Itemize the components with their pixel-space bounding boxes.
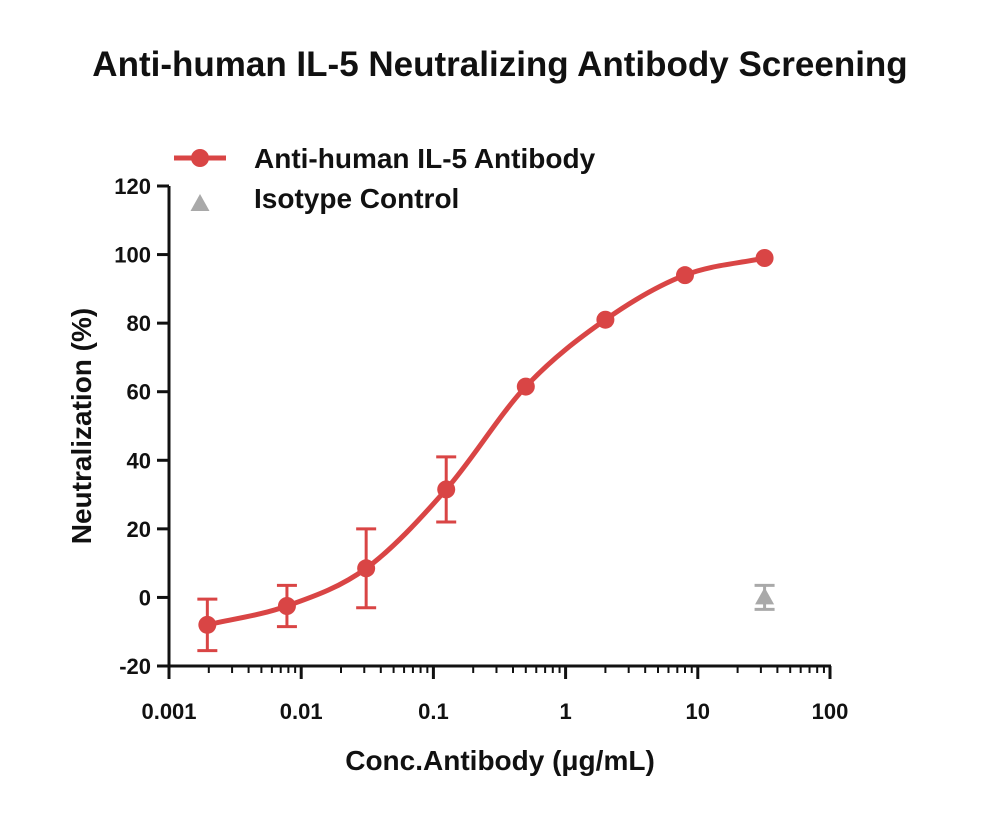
y-tick-label: 40 <box>127 448 151 473</box>
legend: Anti-human IL-5 Antibody Isotype Control <box>174 143 596 214</box>
data-point-circle <box>198 615 217 634</box>
y-tick-label: -20 <box>119 654 151 679</box>
data-point-circle <box>516 377 535 396</box>
x-tick-label: 0.01 <box>280 699 323 724</box>
data-point-triangle <box>755 587 775 605</box>
y-tick-label: 80 <box>127 311 151 336</box>
y-axis-label: Neutralization (%) <box>66 308 97 544</box>
data-point-circle <box>755 249 774 267</box>
y-axis-ticks: -20 0 20 40 60 80 100 120 <box>114 174 169 679</box>
chart-title: Anti-human IL-5 Neutralizing Antibody Sc… <box>92 45 907 84</box>
legend-symbol-circle <box>191 149 209 167</box>
x-tick-label: 1 <box>559 699 571 724</box>
x-tick-label: 100 <box>812 699 849 724</box>
x-axis-label: Conc.Antibody (μg/mL) <box>345 745 655 776</box>
x-tick-label: 10 <box>686 699 710 724</box>
plot-area: -20 0 20 40 60 80 100 120 0.001 0.01 0.1 1 10 100 <box>114 174 848 724</box>
legend-label: Anti-human IL-5 Antibody <box>254 143 596 174</box>
y-tick-label: 0 <box>139 585 151 610</box>
x-axis-ticks: 0.001 0.01 0.1 1 10 100 <box>141 666 848 724</box>
legend-symbol-triangle <box>190 194 210 211</box>
x-tick-label: 0.001 <box>141 699 196 724</box>
data-point-circle <box>357 559 376 578</box>
data-point-circle <box>675 266 694 285</box>
y-tick-label: 60 <box>127 380 151 405</box>
data-point-circle <box>277 597 296 615</box>
data-markers <box>198 249 775 634</box>
y-tick-label: 120 <box>114 174 151 199</box>
y-tick-label: 100 <box>114 243 151 268</box>
data-point-circle <box>437 480 456 499</box>
legend-label: Isotype Control <box>254 183 459 214</box>
error-bars <box>197 455 775 653</box>
data-point-circle <box>596 310 615 329</box>
series-0-fit-line <box>204 255 768 628</box>
fit-curves <box>204 255 768 628</box>
x-tick-label: 0.1 <box>418 699 449 724</box>
y-tick-label: 20 <box>127 517 151 542</box>
